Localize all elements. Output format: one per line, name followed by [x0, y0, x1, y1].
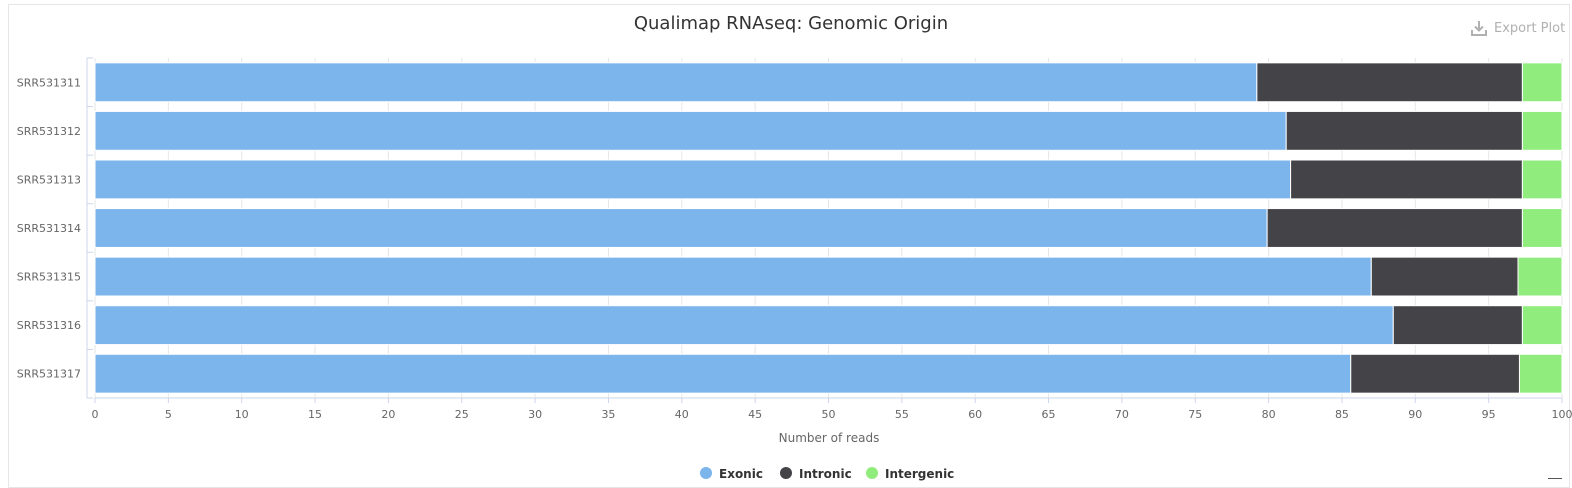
- x-tick-label: 45: [748, 408, 762, 421]
- x-tick-label: 55: [895, 408, 909, 421]
- y-tick-label: SRR531311: [17, 76, 81, 89]
- legend-item-exonic[interactable]: Exonic: [700, 467, 763, 481]
- x-tick-label: 75: [1188, 408, 1202, 421]
- x-tick-label: 70: [1115, 408, 1129, 421]
- y-tick-label: SRR531316: [17, 319, 81, 332]
- bar-segment-intergenic[interactable]: [1519, 354, 1562, 393]
- x-tick-label: 60: [968, 408, 982, 421]
- y-tick-label: SRR531315: [17, 271, 81, 284]
- x-tick-label: 30: [528, 408, 542, 421]
- x-tick-label: 5: [165, 408, 172, 421]
- legend-label: Intronic: [799, 467, 852, 481]
- bar-segment-intronic[interactable]: [1393, 306, 1522, 345]
- x-tick-label: 50: [822, 408, 836, 421]
- bar-segment-intergenic[interactable]: [1518, 257, 1562, 296]
- legend-item-intronic[interactable]: Intronic: [780, 467, 852, 481]
- x-tick-label: 35: [601, 408, 615, 421]
- bar-segment-intergenic[interactable]: [1522, 306, 1562, 345]
- bar-segment-exonic[interactable]: [95, 111, 1286, 150]
- x-tick-label: 25: [455, 408, 469, 421]
- x-tick-label: 85: [1335, 408, 1349, 421]
- y-tick-label: SRR531312: [17, 125, 81, 138]
- x-tick-label: 40: [675, 408, 689, 421]
- y-tick-label: SRR531314: [17, 222, 81, 235]
- bar-segment-exonic[interactable]: [95, 354, 1351, 393]
- x-axis-title: Number of reads: [779, 431, 880, 445]
- bar-segment-intergenic[interactable]: [1522, 160, 1562, 199]
- x-tick-label: 65: [1042, 408, 1056, 421]
- bar-segment-intronic[interactable]: [1257, 63, 1523, 102]
- x-tick-label: 0: [92, 408, 99, 421]
- legend-label: Intergenic: [885, 467, 954, 481]
- chart-title: Qualimap RNAseq: Genomic Origin: [634, 13, 948, 34]
- y-tick-label: SRR531313: [17, 173, 81, 186]
- x-tick-label: 100: [1552, 408, 1572, 421]
- resize-handle[interactable]: [1548, 478, 1562, 479]
- bar-segment-intergenic[interactable]: [1522, 63, 1562, 102]
- legend-label: Exonic: [719, 467, 763, 481]
- bar-segment-exonic[interactable]: [95, 63, 1257, 102]
- bar-segment-exonic[interactable]: [95, 257, 1371, 296]
- legend-item-intergenic[interactable]: Intergenic: [866, 467, 954, 481]
- bar-segment-intronic[interactable]: [1291, 160, 1523, 199]
- bar-segment-exonic[interactable]: [95, 209, 1267, 248]
- bar-segment-exonic[interactable]: [95, 306, 1393, 345]
- legend-marker: [866, 467, 878, 479]
- bar-segment-intronic[interactable]: [1351, 354, 1520, 393]
- x-tick-label: 95: [1482, 408, 1496, 421]
- x-tick-label: 90: [1408, 408, 1422, 421]
- bar-segment-intergenic[interactable]: [1522, 111, 1562, 150]
- legend-marker: [700, 467, 712, 479]
- bar-segment-intergenic[interactable]: [1522, 209, 1562, 248]
- bar-segment-intronic[interactable]: [1267, 209, 1522, 248]
- x-tick-label: 10: [235, 408, 249, 421]
- legend-marker: [780, 467, 792, 479]
- bar-segment-exonic[interactable]: [95, 160, 1291, 199]
- x-tick-label: 20: [381, 408, 395, 421]
- y-tick-label: SRR531317: [17, 368, 81, 381]
- bar-segment-intronic[interactable]: [1286, 111, 1522, 150]
- bar-segment-intronic[interactable]: [1371, 257, 1518, 296]
- x-tick-label: 80: [1262, 408, 1276, 421]
- x-tick-label: 15: [308, 408, 322, 421]
